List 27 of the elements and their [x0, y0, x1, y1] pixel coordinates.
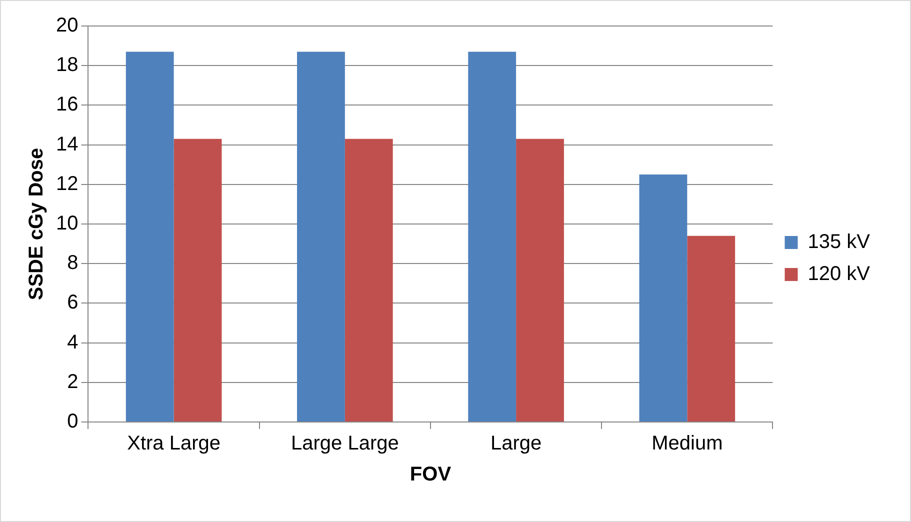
- x-axis-title: FOV: [410, 464, 452, 486]
- bar: [516, 138, 564, 422]
- y-axis-title: SSDE cGy Dose: [26, 148, 48, 300]
- y-tick-label: 4: [67, 331, 78, 354]
- legend-label: 135 kV: [808, 231, 871, 254]
- y-tick-label: 8: [67, 252, 78, 274]
- x-tick-label: Large: [490, 432, 542, 455]
- y-tick-label: 6: [67, 292, 78, 314]
- y-tick-label: 16: [56, 94, 78, 116]
- y-tick-label: 12: [56, 172, 78, 195]
- bar: [297, 52, 345, 422]
- bar: [174, 138, 222, 422]
- x-tick-label: Medium: [652, 432, 723, 455]
- y-tick-label: 20: [56, 14, 78, 37]
- x-tick-label: Xtra Large: [127, 432, 220, 455]
- y-tick-label: 0: [67, 410, 78, 433]
- legend-label: 120 kV: [808, 263, 871, 286]
- y-tick-label: 2: [67, 370, 78, 393]
- bar: [126, 52, 174, 422]
- bar: [639, 174, 688, 422]
- bar: [468, 52, 516, 422]
- y-tick-label: 14: [56, 133, 78, 156]
- y-tick-label: 18: [56, 54, 78, 76]
- y-tick-label: 10: [56, 212, 78, 235]
- x-tick-label: Large Large: [290, 432, 399, 455]
- bar: [344, 138, 393, 422]
- bar: [687, 236, 736, 422]
